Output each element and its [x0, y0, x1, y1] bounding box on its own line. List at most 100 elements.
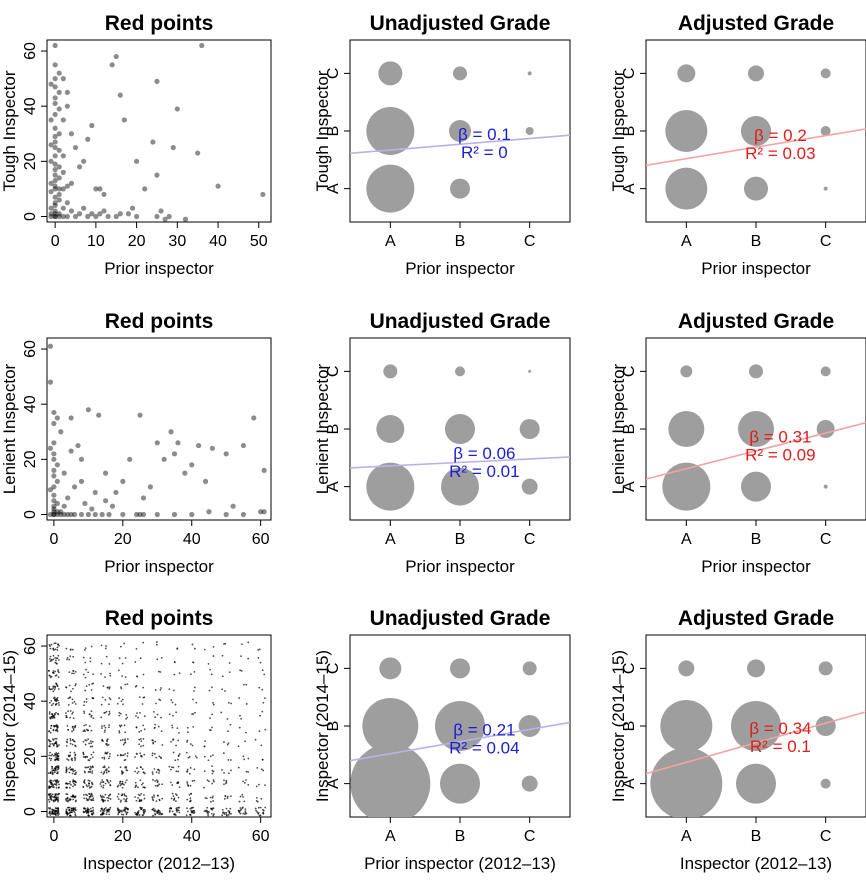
- data-point: [57, 780, 60, 783]
- data-point: [49, 676, 52, 679]
- data-point: [151, 752, 154, 755]
- data-point: [84, 730, 86, 733]
- data-point: [55, 752, 58, 754]
- x-tick-label: B: [751, 828, 762, 845]
- data-point: [138, 696, 141, 699]
- data-point: [173, 689, 175, 692]
- data-point: [155, 643, 158, 646]
- data-point: [113, 53, 119, 60]
- data-point: [51, 765, 53, 768]
- data-point: [171, 701, 174, 704]
- y-tick-label: C: [621, 68, 638, 80]
- data-point: [66, 806, 69, 809]
- data-point: [83, 770, 86, 773]
- data-point: [74, 726, 76, 728]
- data-point: [229, 723, 232, 726]
- data-point: [135, 715, 137, 717]
- data-point: [240, 655, 242, 658]
- data-point: [160, 687, 162, 689]
- data-point: [260, 768, 263, 771]
- data-point: [137, 412, 143, 418]
- data-point: [178, 731, 180, 734]
- x-axis-label: Prior inspector: [701, 259, 811, 278]
- data-point: [102, 812, 105, 815]
- data-point: [157, 725, 160, 728]
- data-point: [171, 792, 174, 795]
- data-point: [66, 741, 69, 744]
- data-point: [118, 811, 121, 813]
- data-point: [52, 153, 58, 159]
- data-point: [124, 781, 127, 784]
- y-tick-label: 0: [22, 807, 39, 816]
- data-point: [263, 673, 266, 676]
- data-point: [222, 811, 225, 814]
- bubble: [379, 657, 402, 680]
- data-point: [85, 136, 91, 142]
- data-point: [96, 412, 102, 418]
- data-point: [257, 806, 260, 809]
- data-point: [193, 809, 196, 812]
- x-tick-label: 50: [250, 233, 268, 250]
- data-point: [186, 810, 189, 813]
- data-point: [119, 645, 122, 648]
- data-point: [84, 743, 87, 746]
- data-point: [100, 771, 103, 774]
- data-point: [92, 797, 95, 800]
- data-point: [174, 813, 176, 815]
- data-point: [51, 473, 57, 479]
- data-point: [171, 784, 174, 786]
- data-point: [137, 511, 143, 518]
- data-point: [205, 809, 208, 812]
- data-point: [81, 205, 87, 211]
- data-point: [56, 771, 59, 773]
- x-axis-label: Prior inspector: [104, 557, 214, 576]
- bubble: [449, 120, 471, 142]
- data-point: [66, 758, 69, 760]
- data-point: [151, 798, 154, 800]
- data-point: [73, 796, 76, 799]
- x-tick-label: 20: [114, 531, 132, 548]
- data-point: [86, 808, 89, 811]
- data-point: [262, 701, 265, 704]
- data-point: [89, 660, 92, 663]
- data-point: [153, 796, 155, 798]
- data-point: [73, 740, 76, 743]
- data-point: [158, 208, 164, 214]
- data-point: [226, 743, 229, 746]
- data-point: [160, 657, 163, 659]
- data-point: [50, 704, 53, 706]
- data-point: [56, 730, 59, 733]
- data-point: [92, 673, 95, 676]
- data-point: [117, 784, 120, 787]
- data-point: [177, 754, 180, 757]
- data-point: [142, 641, 145, 644]
- data-point: [227, 759, 230, 761]
- data-point: [91, 756, 94, 759]
- data-point: [99, 810, 102, 812]
- data-point: [120, 511, 126, 518]
- data-point: [170, 768, 172, 771]
- bubble: [677, 64, 696, 83]
- panel-r0c0: Red points Prior inspector Tough Inspector…: [0, 12, 272, 278]
- data-point: [152, 739, 154, 742]
- x-tick-label: 60: [252, 828, 270, 845]
- data-point: [203, 745, 206, 748]
- data-point: [176, 648, 179, 650]
- data-point: [68, 671, 71, 673]
- data-point: [52, 42, 58, 49]
- data-point: [121, 698, 124, 701]
- data-point: [53, 796, 56, 799]
- data-point: [143, 715, 146, 718]
- data-point: [242, 780, 244, 783]
- data-point: [90, 710, 93, 713]
- data-point: [224, 795, 227, 797]
- data-point: [51, 440, 57, 446]
- data-point: [119, 753, 122, 756]
- data-point: [83, 811, 86, 814]
- data-point: [103, 731, 106, 733]
- data-point: [72, 779, 75, 781]
- data-point: [162, 216, 168, 222]
- data-point: [109, 784, 112, 786]
- data-point: [245, 683, 248, 686]
- data-point: [191, 744, 194, 747]
